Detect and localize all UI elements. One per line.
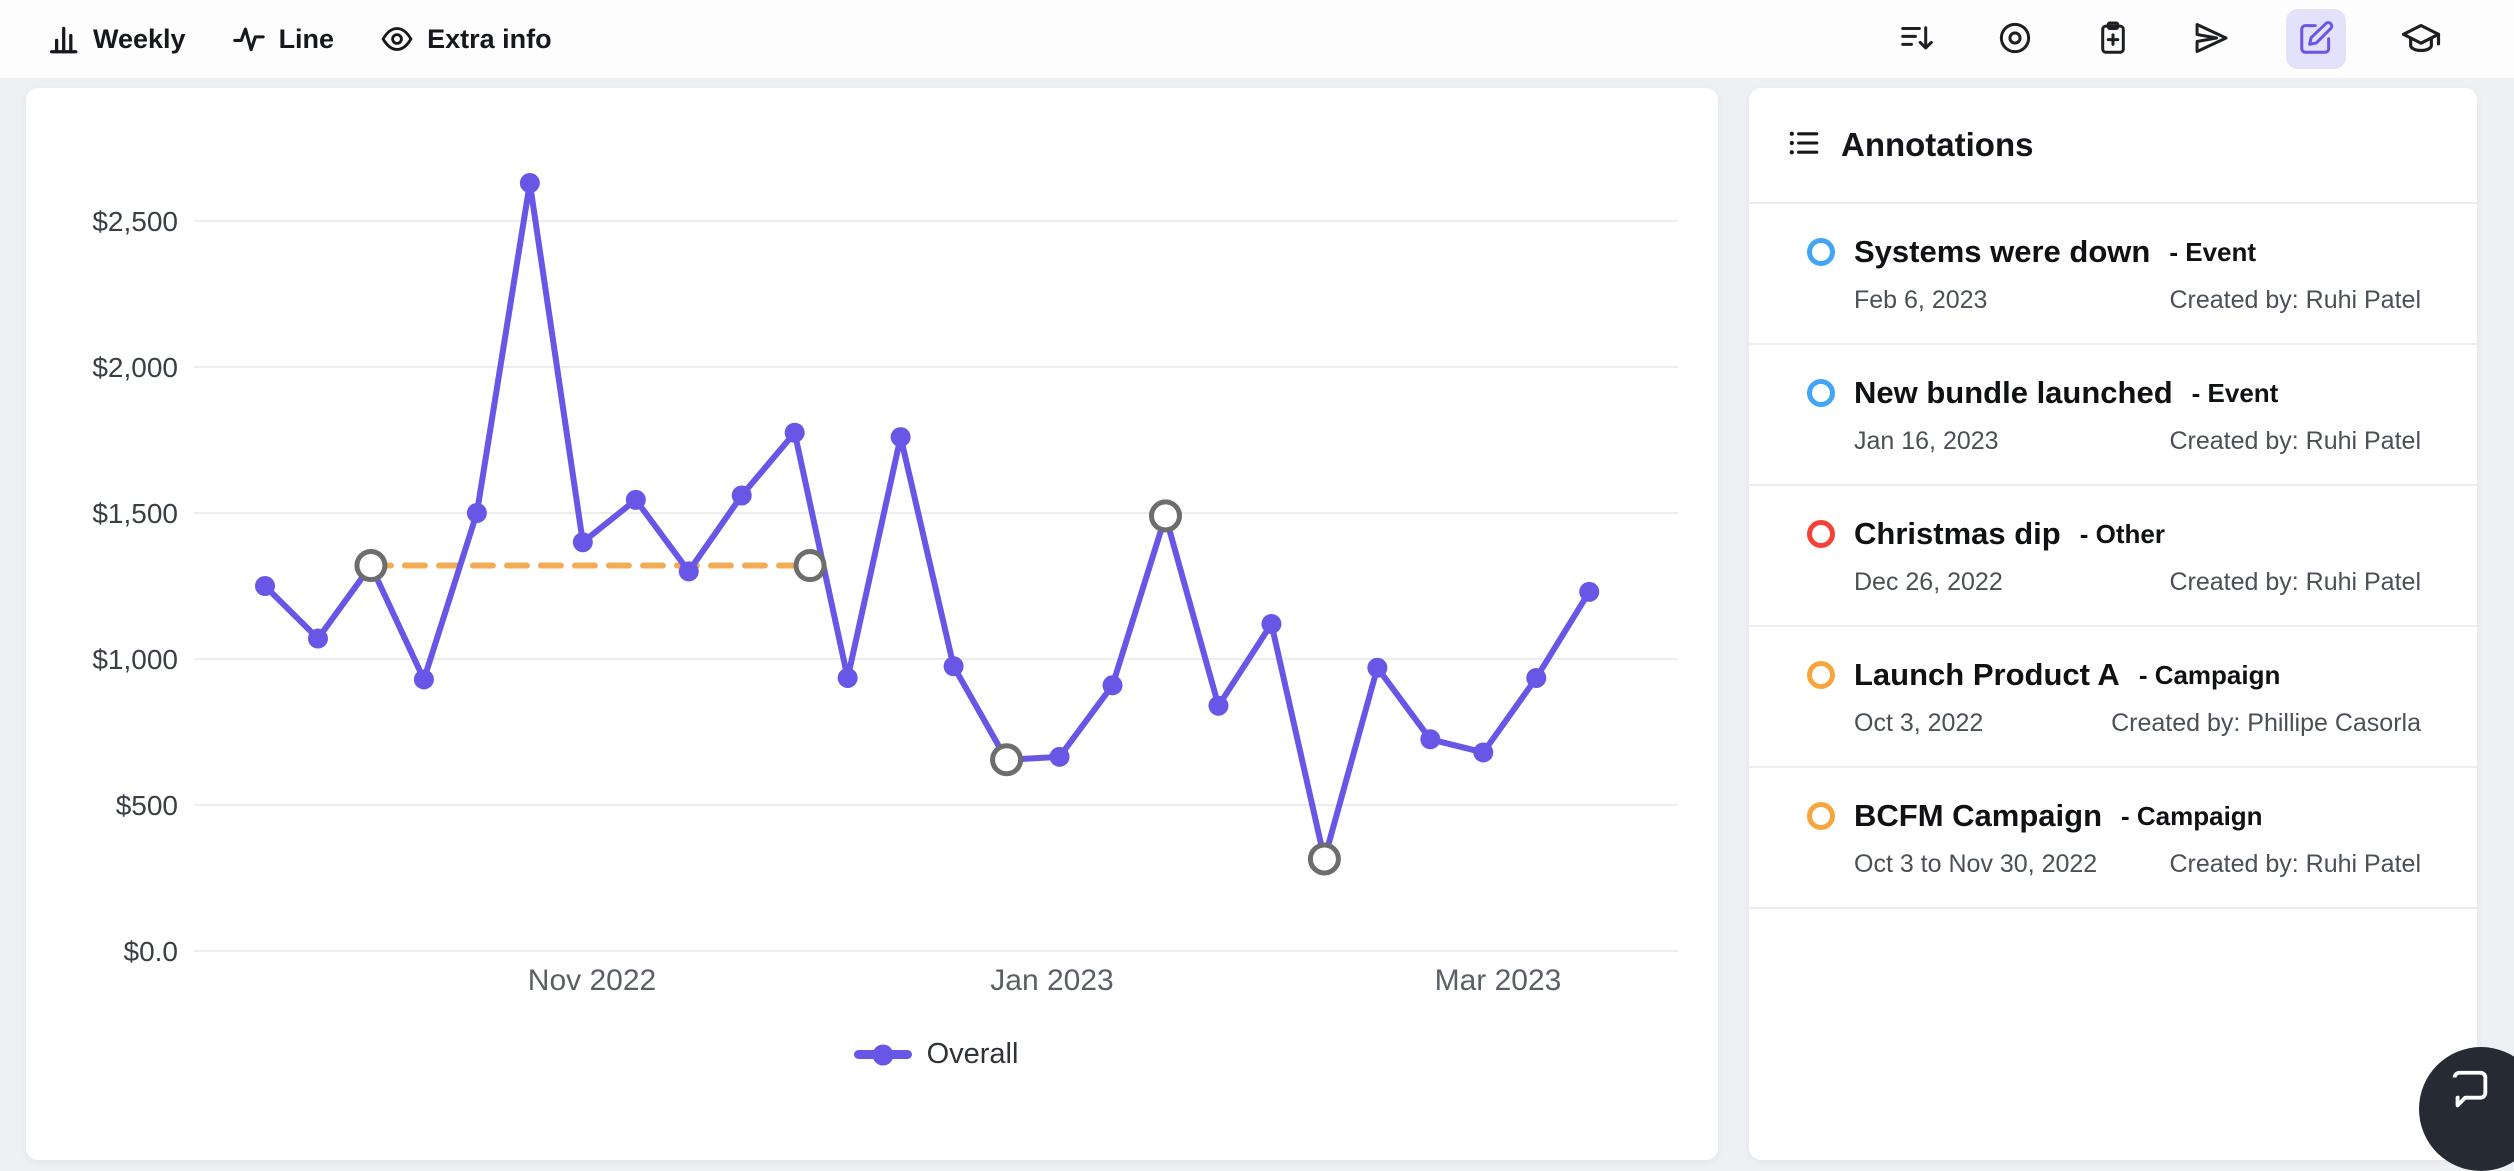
extra-info-toggle[interactable]: Extra info (380, 22, 552, 56)
annotation-list-item[interactable]: Systems were down - Event Feb 6, 2023 Cr… (1749, 204, 2477, 345)
clipboard-add-icon (2094, 19, 2132, 60)
chart-type-label: Line (278, 23, 335, 54)
annotation-type: - Event (2191, 377, 2279, 408)
svg-text:Mar 2023: Mar 2023 (1435, 964, 1562, 997)
learn-button[interactable] (2398, 16, 2444, 62)
annotation-date: Oct 3, 2022 (1854, 709, 1984, 737)
annotation-title-row: Launch Product A - Campaign (1807, 657, 2421, 693)
annotations-panel-header: Annotations (1749, 88, 2477, 204)
bar-chart-icon (46, 22, 80, 56)
annotation-date: Dec 26, 2022 (1854, 568, 2003, 596)
chart-legend[interactable]: Overall (26, 1038, 1718, 1071)
annotation-title: BCFM Campaign (1854, 798, 2102, 833)
granularity-label: Weekly (93, 23, 186, 54)
extra-info-label: Extra info (427, 23, 552, 54)
annotation-title: Systems were down (1854, 234, 2151, 269)
chart-type-line-button[interactable]: Line (232, 22, 335, 56)
annotation-list-item[interactable]: Launch Product A - Campaign Oct 3, 2022 … (1749, 627, 2477, 768)
annotation-type-ring-icon (1807, 661, 1835, 689)
annotation-meta-row: Oct 3 to Nov 30, 2022 Created by: Ruhi P… (1807, 850, 2421, 879)
annotation-title-row: Christmas dip - Other (1807, 516, 2421, 552)
annotation-title: New bundle launched (1854, 375, 2173, 410)
annotation-title-row: BCFM Campaign - Campaign (1807, 798, 2421, 834)
annotation-creator: Created by: Ruhi Patel (2169, 427, 2421, 455)
svg-text:$1,500: $1,500 (92, 498, 178, 529)
annotation-creator: Created by: Ruhi Patel (2169, 568, 2421, 596)
annotation-meta-row: Feb 6, 2023 Created by: Ruhi Patel (1807, 286, 2421, 315)
target-button[interactable] (1992, 16, 2038, 62)
annotation-title: Launch Product A (1854, 657, 2120, 692)
overall-line-chart[interactable]: $2,500 $2,000 $1,500 $1,000 $500 $0.0 Nov 2022… (26, 88, 1718, 1118)
annotation-type-ring-icon (1807, 379, 1835, 407)
annotation-date: Oct 3 to Nov 30, 2022 (1854, 850, 2098, 878)
annotation-meta-row: Oct 3, 2022 Created by: Phillipe Casorla (1807, 709, 2421, 738)
annotation-title-row: New bundle launched - Event (1807, 375, 2421, 411)
annotation-list-item[interactable]: Christmas dip - Other Dec 26, 2022 Creat… (1749, 486, 2477, 627)
granularity-weekly-button[interactable]: Weekly (46, 22, 186, 56)
annotation-tools (1894, 9, 2444, 69)
svg-text:$2,000: $2,000 (92, 352, 178, 383)
send-button[interactable] (2188, 16, 2234, 62)
annotation-type: - Other (2079, 518, 2165, 549)
annotation-type-ring-icon (1807, 238, 1835, 266)
annotations-panel-title: Annotations (1841, 126, 2034, 163)
edit-annotations-button[interactable] (2286, 9, 2346, 69)
annotation-type: - Campaign (2121, 800, 2263, 831)
svg-text:$500: $500 (116, 790, 178, 821)
pulse-line-icon (232, 22, 266, 56)
list-icon (1787, 126, 1821, 165)
annotation-date: Feb 6, 2023 (1854, 286, 1988, 314)
svg-text:$2,500: $2,500 (92, 206, 178, 237)
annotation-creator: Created by: Ruhi Patel (2169, 850, 2421, 878)
send-icon (2192, 19, 2230, 60)
top-toolbar: Weekly Line Extra info (0, 0, 2514, 78)
sort-descending-icon (1898, 19, 1936, 60)
annotation-list-item[interactable]: BCFM Campaign - Campaign Oct 3 to Nov 30… (1749, 768, 2477, 909)
svg-text:Jan 2023: Jan 2023 (990, 964, 1113, 997)
chart-controls: Weekly Line Extra info (46, 22, 552, 56)
annotation-list-item[interactable]: New bundle launched - Event Jan 16, 2023… (1749, 345, 2477, 486)
annotations-panel: Annotations Systems were down - Event Fe… (1749, 88, 2477, 1160)
annotation-meta-row: Dec 26, 2022 Created by: Ruhi Patel (1807, 568, 2421, 597)
annotation-title: Christmas dip (1854, 516, 2061, 551)
target-icon (1996, 19, 2034, 60)
sort-descending-button[interactable] (1894, 16, 1940, 62)
eye-icon (380, 22, 414, 56)
svg-text:$1,000: $1,000 (92, 644, 178, 675)
svg-text:Nov 2022: Nov 2022 (528, 964, 656, 997)
clipboard-add-button[interactable] (2090, 16, 2136, 62)
legend-overall-label: Overall (926, 1038, 1019, 1070)
annotation-creator: Created by: Ruhi Patel (2169, 286, 2421, 314)
annotation-type-ring-icon (1807, 802, 1835, 830)
annotation-title-row: Systems were down - Event (1807, 234, 2421, 270)
annotations-list: Systems were down - Event Feb 6, 2023 Cr… (1749, 204, 2477, 909)
legend-overall-marker (853, 1050, 912, 1059)
annotation-type: - Event (2169, 236, 2257, 267)
edit-icon (2297, 19, 2335, 60)
revenue-chart-card: $2,500 $2,000 $1,500 $1,000 $500 $0.0 Nov 2022… (26, 88, 1718, 1160)
annotation-date: Jan 16, 2023 (1854, 427, 1999, 455)
annotation-type: - Campaign (2138, 659, 2281, 690)
annotation-creator: Created by: Phillipe Casorla (2111, 709, 2421, 737)
annotation-meta-row: Jan 16, 2023 Created by: Ruhi Patel (1807, 427, 2421, 456)
graduation-cap-icon (2401, 18, 2441, 61)
svg-text:$0.0: $0.0 (124, 936, 179, 967)
annotation-type-ring-icon (1807, 520, 1835, 548)
